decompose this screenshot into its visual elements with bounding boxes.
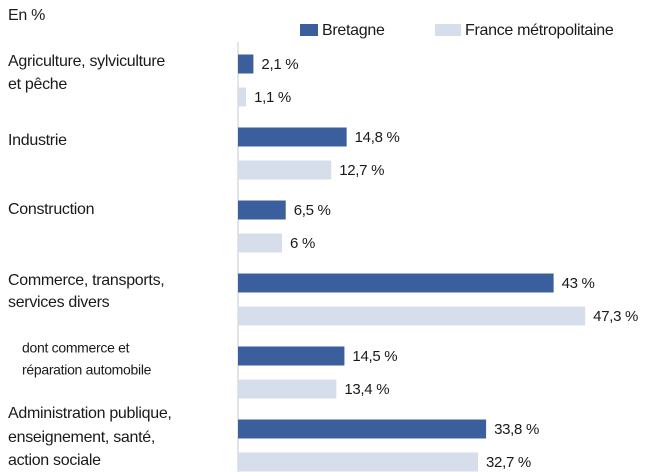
- bar: [238, 160, 332, 180]
- bar: [238, 273, 554, 293]
- value-label: 14,8 %: [355, 129, 400, 146]
- category-label: services divers: [8, 294, 110, 311]
- value-label: 47,3 %: [593, 308, 638, 325]
- category-label: Construction: [8, 201, 94, 218]
- category-label: Administration publique,: [8, 405, 172, 422]
- category-label: et pêche: [8, 76, 67, 93]
- value-label: 32,7 %: [486, 454, 531, 471]
- category-label: Industrie: [8, 132, 67, 149]
- value-label: 2,1 %: [261, 56, 298, 73]
- bar: [238, 54, 254, 74]
- subtitle: En %: [8, 7, 45, 24]
- value-label: 33,8 %: [494, 421, 539, 438]
- value-label: 43 %: [562, 275, 595, 292]
- bar: [238, 233, 283, 253]
- category-label: enseignement, santé,: [8, 429, 155, 446]
- category-label: réparation automobile: [22, 362, 152, 378]
- category-label: action sociale: [8, 452, 101, 469]
- value-label: 1,1 %: [254, 89, 291, 106]
- category-label: dont commerce et: [22, 340, 130, 356]
- bar: [238, 306, 586, 326]
- category-label: Commerce, transports,: [8, 272, 164, 289]
- value-label: 13,4 %: [344, 381, 389, 398]
- value-label: 12,7 %: [339, 162, 384, 179]
- bar: [238, 200, 286, 220]
- bar: [238, 87, 247, 107]
- bar: [238, 346, 345, 366]
- legend-swatch: [300, 24, 318, 36]
- bar: [238, 379, 337, 399]
- category-label: Agriculture, sylviculture: [8, 53, 165, 70]
- value-label: 6,5 %: [294, 202, 331, 219]
- legend-label: Bretagne: [322, 22, 385, 39]
- value-label: 14,5 %: [352, 348, 397, 365]
- legend-label: France métropolitaine: [465, 22, 614, 39]
- bar: [238, 419, 487, 439]
- legend-swatch: [435, 24, 461, 36]
- bar: [238, 452, 479, 472]
- bar: [238, 127, 347, 147]
- value-label: 6 %: [290, 235, 315, 252]
